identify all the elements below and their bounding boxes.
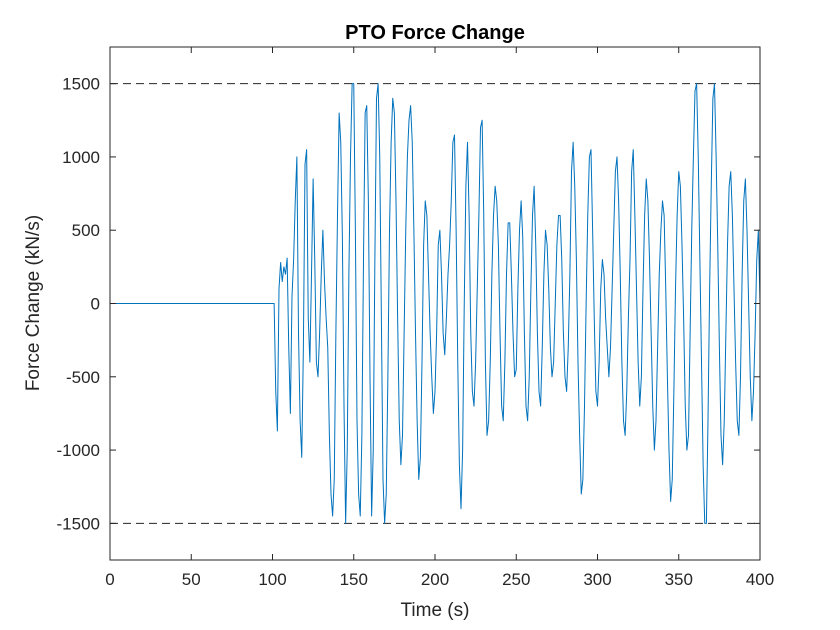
chart-title: PTO Force Change <box>345 22 525 44</box>
y-tick-label: -1000 <box>57 441 100 460</box>
x-tick-label: 100 <box>258 570 286 589</box>
series-line-0 <box>110 83 761 524</box>
y-tick-label: -1500 <box>57 514 100 533</box>
x-tick-label: 150 <box>340 570 368 589</box>
y-tick-label: 0 <box>91 295 100 314</box>
x-tick-label: 250 <box>502 570 530 589</box>
y-tick-label: 1500 <box>62 75 100 94</box>
y-tick-label: -500 <box>66 368 100 387</box>
x-axis-ticks: 0 50 100 150 200 250 300 350 400 <box>105 47 774 589</box>
y-tick-label: 500 <box>72 221 100 240</box>
x-tick-label: 400 <box>746 570 774 589</box>
series-group <box>110 83 761 524</box>
x-tick-label: 0 <box>105 570 114 589</box>
x-tick-label: 300 <box>583 570 611 589</box>
reference-lines <box>110 83 760 524</box>
y-tick-label: 1000 <box>62 148 100 167</box>
y-axis-label: Force Change (kN/s) <box>23 215 44 391</box>
x-axis-label: Time (s) <box>401 600 470 621</box>
x-tick-label: 200 <box>421 570 449 589</box>
x-tick-label: 350 <box>665 570 693 589</box>
y-axis-ticks: 1500 1000 500 0 -500 -1000 -1500 <box>57 75 760 533</box>
x-tick-label: 50 <box>182 570 201 589</box>
